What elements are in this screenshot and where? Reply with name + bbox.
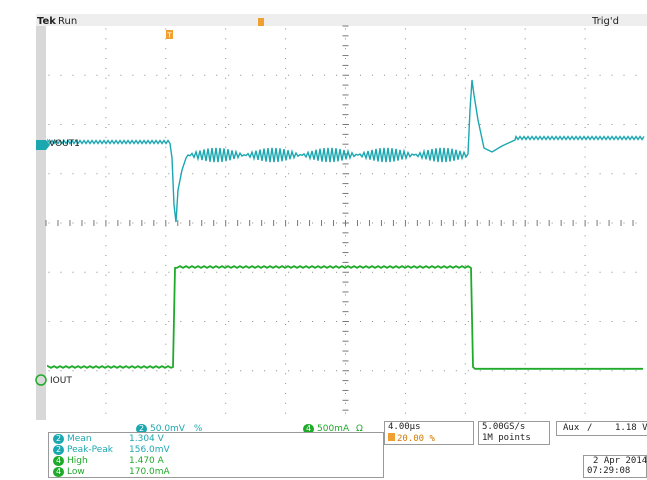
datetime-box: 2 Apr 2014 07:29:08 [583,455,647,478]
channel-4-badge: 4 [303,424,314,434]
horizontal-settings-box[interactable]: 4.00µs 20.00 % [384,421,474,445]
channel-2-scale-readout[interactable]: 2 50.0mV % [136,424,202,435]
channel-4-scale: 500mA [317,424,350,434]
measurement-row: 4 High 1.470 A [53,456,170,467]
measurement-channel-badge: 4 [53,456,64,466]
measurement-channel-badge: 4 [53,467,64,477]
channel-4-waveform [47,265,643,370]
measurement-value: 1.470 A [129,456,164,466]
measurement-name: Mean [67,434,92,444]
channel-2-waveform [47,79,645,223]
measurement-channel-badge: 2 [53,445,64,455]
svg-text:T: T [166,32,172,40]
trigger-slope-icon: ∕ [587,423,593,433]
channel-4-label: IOUT [50,376,72,386]
trigger-position-readout: 20.00 % [388,433,435,445]
measurement-channel-badge: 2 [53,434,64,444]
sample-rate-readout: 5.00GS/s [482,422,526,432]
graticule [45,25,637,414]
date-readout: 2 Apr 2014 [593,456,647,466]
trigger-position-marker: T [166,30,173,40]
top-status-bar [36,14,647,26]
measurement-name: Low [67,467,85,477]
trigger-source: Aux [563,423,580,433]
measurement-row: 2 Mean 1.304 V [53,434,170,445]
measurement-row: 4 Low 170.0mA [53,467,170,478]
acquisition-settings-box[interactable]: 5.00GS/s 1M points [478,421,550,445]
trigger-status: Trig'd [592,16,619,27]
channel-4-marker [35,374,47,386]
record-length-readout: 1M points [482,433,531,443]
measurement-name: High [67,456,88,466]
time-readout: 07:29:08 [587,466,631,476]
timebase-readout: 4.00µs [388,422,421,432]
channel-2-scale-suffix: % [193,424,203,434]
horizontal-position-marker [258,18,264,26]
channel-2-scale: 50.0mV [150,424,185,434]
acquisition-status: Run [58,16,78,27]
measurement-panel[interactable]: 2 Mean 1.304 V 2 Peak-Peak 156.0mV 4 High 1.470 … [48,432,384,478]
trigger-settings-box[interactable]: Aux ∕ 1.18 V [556,421,647,436]
measurement-value: 1.304 V [129,434,164,444]
channel-2-marker [36,140,50,150]
brand-logo: Tek [37,16,56,27]
channel-2-badge: 2 [136,424,147,434]
measurement-name: Peak-Peak [67,445,113,455]
trigger-level: 1.18 V [615,423,647,433]
channel-2-label: VOUT1 [49,139,80,149]
measurement-value: 170.0mA [129,467,170,477]
channel-4-scale-suffix: Ω [355,424,363,434]
measurement-row: 2 Peak-Peak 156.0mV [53,445,170,456]
measurement-value: 156.0mV [129,445,170,455]
channel-4-scale-readout[interactable]: 4 500mA Ω [303,424,363,435]
left-border [36,22,46,420]
